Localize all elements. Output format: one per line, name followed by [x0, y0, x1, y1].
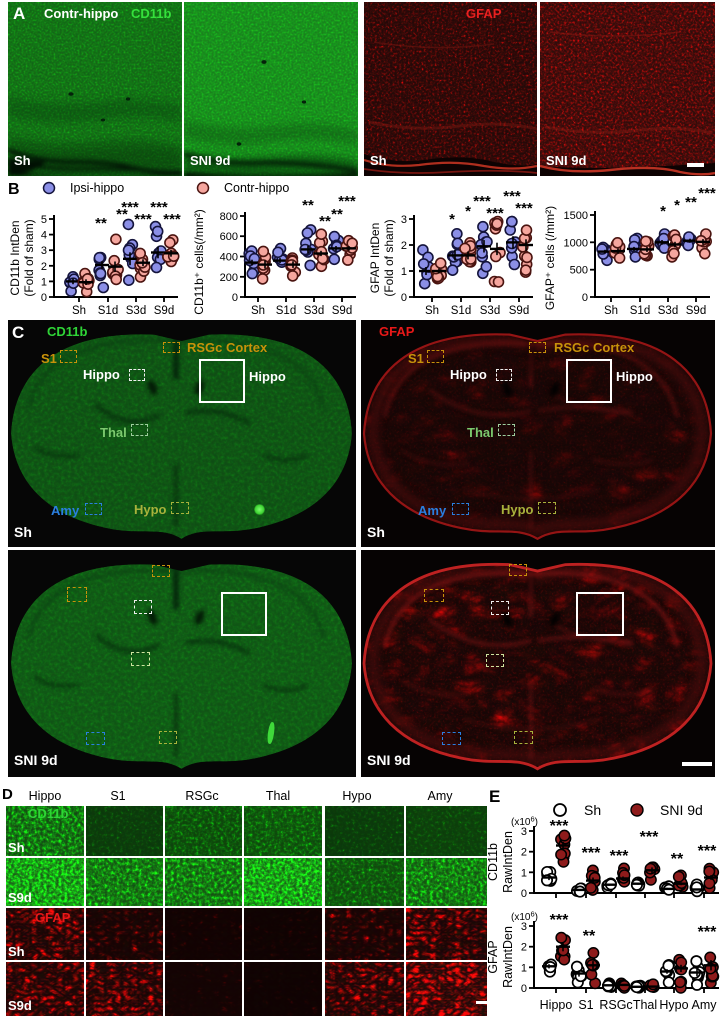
- svg-text:CD11b: CD11b: [486, 843, 500, 881]
- svg-text:Thal: Thal: [633, 998, 657, 1012]
- svg-text:*: *: [674, 197, 680, 214]
- svg-text:GFAP: GFAP: [486, 940, 500, 973]
- svg-text:0: 0: [521, 983, 527, 995]
- svg-text:200: 200: [220, 272, 238, 284]
- svg-text:***: ***: [698, 185, 716, 202]
- svg-text:S3d: S3d: [480, 305, 500, 317]
- svg-text:Contr-hippo: Contr-hippo: [224, 181, 289, 195]
- svg-text:**: **: [116, 206, 128, 223]
- svg-text:GFAP IntDen: GFAP IntDen: [368, 223, 382, 293]
- svg-text:400: 400: [220, 252, 238, 264]
- svg-text:S1d: S1d: [98, 305, 118, 317]
- svg-text:*: *: [449, 211, 455, 228]
- svg-text:***: ***: [134, 211, 152, 228]
- svg-text:*: *: [465, 203, 471, 220]
- svg-text:1: 1: [401, 266, 407, 278]
- svg-text:GFAP⁺ cells (/mm²): GFAP⁺ cells (/mm²): [543, 206, 557, 310]
- svg-text:3: 3: [521, 921, 527, 933]
- svg-text:1: 1: [41, 276, 47, 288]
- svg-text:(Fold of sham): (Fold of sham): [22, 219, 36, 296]
- svg-text:(x106): (x106): [511, 815, 538, 829]
- svg-text:***: ***: [163, 211, 181, 228]
- svg-text:(x106): (x106): [511, 910, 538, 924]
- svg-text:1500: 1500: [564, 210, 588, 222]
- svg-text:S9d: S9d: [686, 305, 706, 317]
- svg-text:S9d: S9d: [154, 305, 174, 317]
- svg-text:800: 800: [220, 211, 238, 223]
- svg-text:4: 4: [41, 230, 47, 242]
- svg-text:***: ***: [515, 200, 533, 217]
- svg-text:***: ***: [610, 848, 629, 865]
- svg-text:5: 5: [41, 214, 47, 226]
- svg-text:***: ***: [550, 818, 569, 835]
- svg-text:S9d: S9d: [332, 305, 352, 317]
- svg-text:**: **: [583, 928, 596, 945]
- svg-text:**: **: [95, 215, 107, 232]
- svg-text:***: ***: [503, 188, 521, 205]
- svg-text:***: ***: [698, 924, 717, 941]
- svg-text:***: ***: [640, 829, 659, 846]
- svg-text:RawIntDen: RawIntDen: [501, 926, 515, 988]
- svg-text:0: 0: [521, 888, 527, 900]
- svg-text:SNI 9d: SNI 9d: [660, 802, 703, 818]
- svg-text:2: 2: [401, 240, 407, 252]
- svg-text:S3d: S3d: [126, 305, 146, 317]
- svg-text:B: B: [8, 181, 20, 198]
- svg-text:Sh: Sh: [425, 305, 439, 317]
- svg-text:***: ***: [121, 199, 139, 216]
- svg-text:S3d: S3d: [304, 305, 324, 317]
- svg-text:2: 2: [41, 261, 47, 273]
- svg-text:Hypo: Hypo: [659, 998, 688, 1012]
- svg-text:***: ***: [698, 843, 717, 860]
- svg-text:600: 600: [220, 231, 238, 243]
- svg-text:2: 2: [521, 942, 527, 954]
- svg-text:3: 3: [521, 826, 527, 838]
- svg-text:S9d: S9d: [509, 305, 529, 317]
- svg-text:500: 500: [570, 265, 588, 277]
- svg-text:0: 0: [41, 292, 47, 304]
- svg-text:Sh: Sh: [604, 305, 618, 317]
- svg-text:1: 1: [521, 867, 527, 879]
- svg-text:Sh: Sh: [584, 802, 601, 818]
- svg-text:1: 1: [521, 962, 527, 974]
- svg-text:***: ***: [150, 199, 168, 216]
- svg-text:S3d: S3d: [658, 305, 678, 317]
- svg-text:***: ***: [473, 193, 491, 210]
- svg-text:CD11b IntDen: CD11b IntDen: [8, 220, 22, 295]
- svg-text:RSGc: RSGc: [599, 998, 632, 1012]
- svg-text:Ipsi-hippo: Ipsi-hippo: [70, 181, 124, 195]
- svg-text:(Fold of sham): (Fold of sham): [382, 219, 396, 296]
- svg-text:RawIntDen: RawIntDen: [501, 831, 515, 893]
- svg-text:2: 2: [521, 847, 527, 859]
- svg-text:S1d: S1d: [630, 305, 650, 317]
- svg-text:0: 0: [582, 292, 588, 304]
- svg-text:**: **: [319, 213, 331, 230]
- svg-text:E: E: [489, 787, 500, 806]
- svg-text:**: **: [671, 851, 684, 868]
- svg-text:***: ***: [550, 912, 569, 929]
- svg-text:3: 3: [41, 245, 47, 257]
- svg-text:**: **: [685, 194, 697, 211]
- svg-text:***: ***: [338, 193, 356, 210]
- svg-text:0: 0: [401, 292, 407, 304]
- svg-text:1000: 1000: [564, 237, 588, 249]
- svg-text:CD11b⁺ cells(/mm²): CD11b⁺ cells(/mm²): [192, 209, 206, 314]
- svg-text:Amy: Amy: [692, 998, 718, 1012]
- svg-text:S1: S1: [578, 998, 593, 1012]
- svg-text:Sh: Sh: [251, 305, 265, 317]
- svg-text:**: **: [331, 206, 343, 223]
- svg-text:**: **: [302, 197, 314, 214]
- svg-text:*: *: [660, 203, 666, 220]
- svg-text:S1d: S1d: [276, 305, 296, 317]
- svg-text:***: ***: [582, 845, 601, 862]
- svg-text:Sh: Sh: [72, 305, 86, 317]
- svg-text:***: ***: [486, 205, 504, 222]
- svg-text:Hippo: Hippo: [540, 998, 573, 1012]
- svg-text:3: 3: [401, 214, 407, 226]
- svg-text:S1d: S1d: [451, 305, 471, 317]
- svg-text:0: 0: [232, 292, 238, 304]
